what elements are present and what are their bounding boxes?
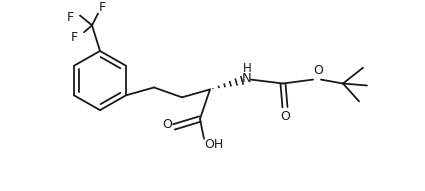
Text: N: N xyxy=(242,72,252,85)
Text: O: O xyxy=(162,118,172,131)
Text: F: F xyxy=(71,31,77,44)
Text: OH: OH xyxy=(204,138,224,151)
Text: H: H xyxy=(243,62,251,75)
Text: O: O xyxy=(313,64,323,77)
Text: O: O xyxy=(280,110,290,123)
Text: F: F xyxy=(66,11,74,24)
Text: F: F xyxy=(99,1,105,14)
